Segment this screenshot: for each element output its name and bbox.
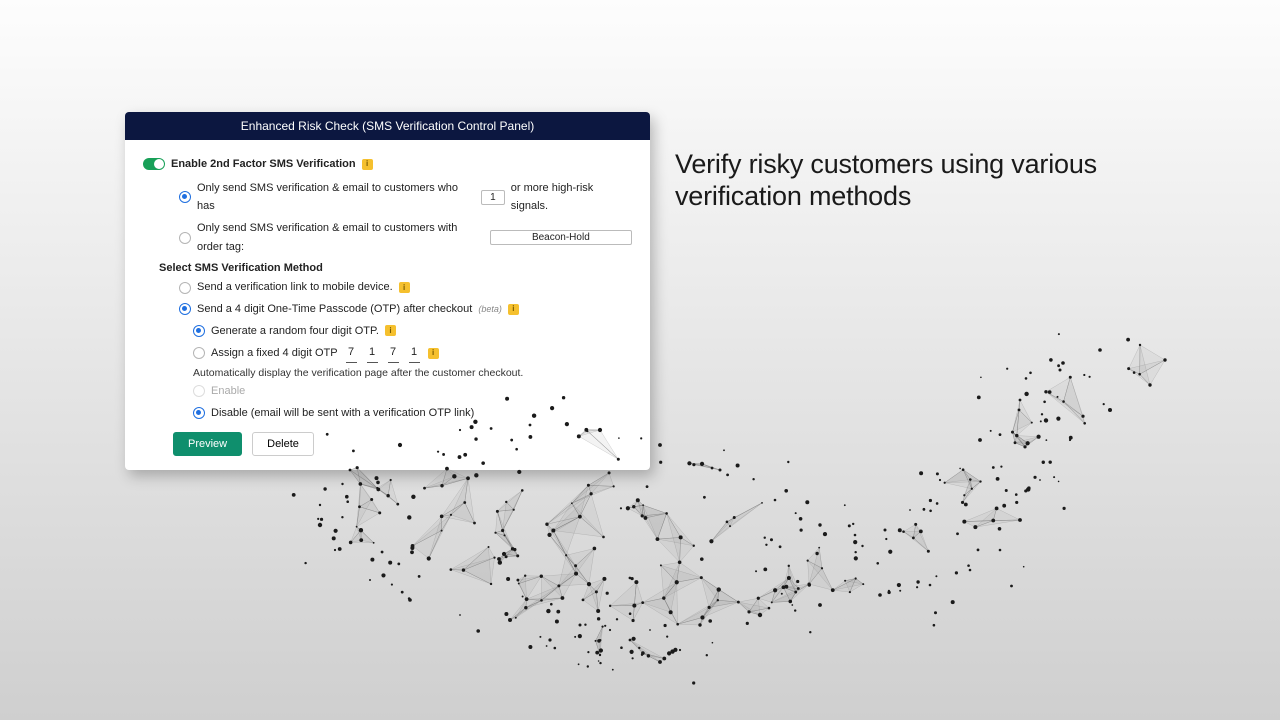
info-icon[interactable]: i bbox=[399, 282, 410, 293]
sms-verification-panel: Enhanced Risk Check (SMS Verification Co… bbox=[125, 112, 650, 470]
delete-button[interactable]: Delete bbox=[252, 432, 314, 456]
option-risk-row: Only send SMS verification & email to cu… bbox=[179, 179, 632, 216]
option-risk-radio[interactable] bbox=[179, 191, 191, 203]
auto-display-note: Automatically display the verification p… bbox=[193, 367, 632, 379]
method-otp-radio[interactable] bbox=[179, 303, 191, 315]
method-link-radio[interactable] bbox=[179, 282, 191, 294]
info-icon[interactable]: i bbox=[428, 348, 439, 359]
otp-digit-4[interactable]: 1 bbox=[409, 343, 420, 363]
method-otp-label: Send a 4 digit One-Time Passcode (OTP) a… bbox=[197, 300, 472, 319]
otp-digit-2[interactable]: 1 bbox=[367, 343, 378, 363]
enable-toggle[interactable] bbox=[143, 158, 165, 170]
marketing-headline: Verify risky customers using various ver… bbox=[675, 148, 1195, 213]
panel-body: Enable 2nd Factor SMS Verification i Onl… bbox=[125, 140, 650, 470]
preview-button[interactable]: Preview bbox=[173, 432, 242, 456]
auto-enable-row: Enable bbox=[193, 382, 632, 401]
otp-random-label: Generate a random four digit OTP. bbox=[211, 322, 379, 341]
auto-disable-radio[interactable] bbox=[193, 407, 205, 419]
panel-title: Enhanced Risk Check (SMS Verification Co… bbox=[125, 112, 650, 140]
order-tag-input[interactable]: Beacon-Hold bbox=[490, 230, 632, 245]
auto-enable-radio[interactable] bbox=[193, 385, 205, 397]
method-otp-row: Send a 4 digit One-Time Passcode (OTP) a… bbox=[179, 300, 632, 319]
otp-random-radio[interactable] bbox=[193, 325, 205, 337]
otp-fixed-radio[interactable] bbox=[193, 347, 205, 359]
method-title: Select SMS Verification Method bbox=[159, 262, 632, 274]
beta-tag: (beta) bbox=[478, 302, 502, 317]
otp-digit-1[interactable]: 7 bbox=[346, 343, 357, 363]
otp-fixed-label: Assign a fixed 4 digit OTP bbox=[211, 344, 338, 363]
option-tag-prefix: Only send SMS verification & email to cu… bbox=[197, 219, 484, 256]
option-risk-suffix: or more high-risk signals. bbox=[511, 179, 632, 216]
method-link-label: Send a verification link to mobile devic… bbox=[197, 278, 393, 297]
info-icon[interactable]: i bbox=[362, 159, 373, 170]
auto-disable-label: Disable (email will be sent with a verif… bbox=[211, 404, 474, 423]
enable-row: Enable 2nd Factor SMS Verification i bbox=[143, 156, 632, 173]
option-risk-prefix: Only send SMS verification & email to cu… bbox=[197, 179, 475, 216]
info-icon[interactable]: i bbox=[508, 304, 519, 315]
otp-random-row: Generate a random four digit OTP. i bbox=[193, 322, 632, 341]
option-tag-radio[interactable] bbox=[179, 232, 191, 244]
auto-disable-row: Disable (email will be sent with a verif… bbox=[193, 404, 632, 423]
method-link-row: Send a verification link to mobile devic… bbox=[179, 278, 632, 297]
info-icon[interactable]: i bbox=[385, 325, 396, 336]
otp-digit-3[interactable]: 7 bbox=[388, 343, 399, 363]
otp-fixed-row: Assign a fixed 4 digit OTP 7 1 7 1 i bbox=[193, 343, 632, 363]
button-row: Preview Delete bbox=[173, 432, 632, 456]
option-tag-row: Only send SMS verification & email to cu… bbox=[179, 219, 632, 256]
enable-label: Enable 2nd Factor SMS Verification bbox=[171, 156, 356, 173]
risk-count-input[interactable]: 1 bbox=[481, 190, 505, 205]
auto-enable-label: Enable bbox=[211, 382, 245, 401]
